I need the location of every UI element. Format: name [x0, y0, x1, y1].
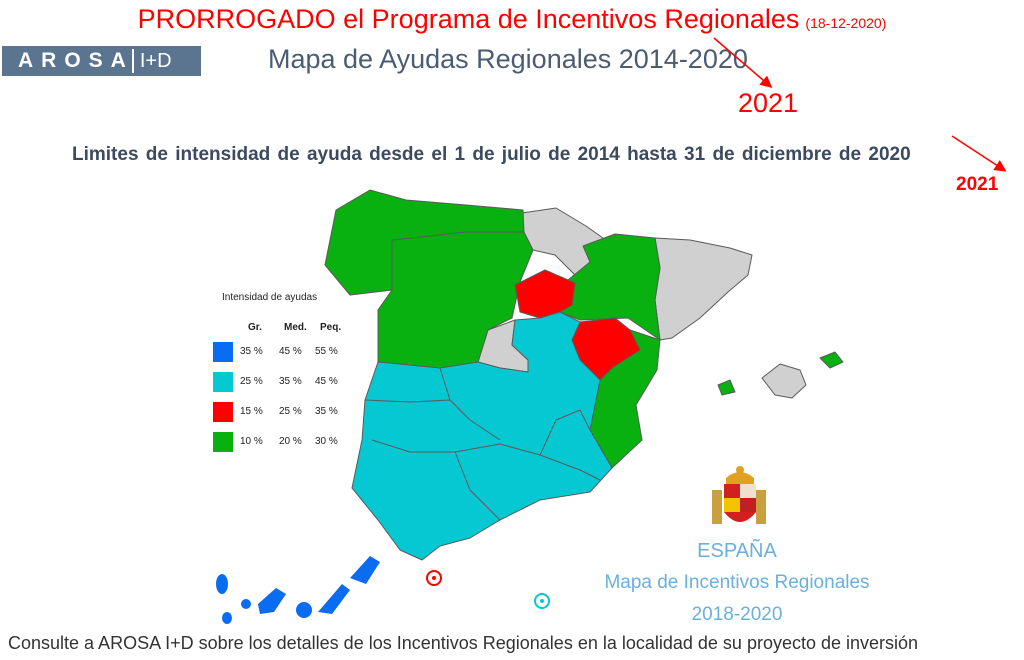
legend-swatch	[213, 342, 233, 362]
legend-peq-value: 55 %	[315, 346, 338, 357]
legend-header-peq: Peq.	[320, 322, 342, 333]
island-el-hierro[interactable]	[216, 574, 228, 594]
legend-row: 15 % 25 % 35 %	[213, 402, 363, 422]
legend-header-med: Med.	[284, 322, 307, 333]
map-subtitle: Limites de intensidad de ayuda desde el …	[72, 144, 911, 165]
subtitle-correction-arrow	[951, 135, 1007, 172]
island-gran-canaria[interactable]	[296, 602, 312, 618]
legend-gr-value: 10 %	[240, 436, 263, 447]
legend-header-gr: Gr.	[248, 322, 262, 333]
region-cataluna[interactable]	[654, 237, 753, 341]
region-la-rioja-soria[interactable]	[514, 269, 576, 319]
legend-peq-value: 30 %	[315, 436, 338, 447]
island-tenerife[interactable]	[258, 588, 286, 614]
canary-islands[interactable]	[216, 556, 380, 624]
banner-date: (18-12-2020)	[805, 15, 887, 31]
legend-med-value: 35 %	[279, 376, 302, 387]
legend-swatch	[213, 432, 233, 452]
spain-coat-of-arms-icon	[712, 466, 766, 524]
legend-swatch	[213, 372, 233, 392]
seal-country: ESPAÑA	[697, 540, 777, 562]
legend-swatch	[213, 402, 233, 422]
prorrogado-banner: PRORROGADO el Programa de Incentivos Reg…	[0, 4, 1024, 35]
legend-row: 35 % 45 % 55 %	[213, 342, 363, 362]
legend-row: 25 % 35 % 45 %	[213, 372, 363, 392]
seal-line1: Mapa de Incentivos Regionales	[604, 572, 870, 593]
legend-gr-value: 15 %	[240, 406, 263, 417]
legend-med-value: 20 %	[279, 436, 302, 447]
legend-gr-value: 35 %	[240, 346, 263, 357]
ceuta-marker[interactable]	[426, 570, 442, 586]
region-menorca[interactable]	[819, 351, 844, 369]
region-extremadura-andalucia-castilla[interactable]	[351, 311, 613, 561]
legend-peq-value: 45 %	[315, 376, 338, 387]
island-la-palma[interactable]	[222, 612, 232, 624]
logo-suffix: I+D	[139, 49, 172, 72]
arosa-logo[interactable]: AROSA I+D	[2, 46, 201, 76]
footer-note: Consulte a AROSA I+D sobre los detalles …	[8, 633, 919, 653]
legend-row: 10 % 20 % 30 %	[213, 432, 363, 452]
region-castilla-leon[interactable]	[377, 231, 534, 369]
legend-peq-value: 35 %	[315, 406, 338, 417]
legend-title: Intensidad de ayudas	[222, 292, 318, 303]
region-baleares-mallorca[interactable]	[761, 363, 807, 399]
island-lanzarote[interactable]	[350, 556, 380, 584]
logo-separator	[131, 49, 134, 73]
page-title: Mapa de Ayudas Regionales 2014-2020	[268, 44, 748, 74]
seal-line2: 2018-2020	[691, 604, 783, 625]
region-ibiza[interactable]	[717, 379, 736, 396]
island-la-gomera[interactable]	[241, 599, 251, 609]
legend-med-value: 25 %	[279, 406, 302, 417]
banner-text: PRORROGADO el Programa de Incentivos Reg…	[137, 4, 800, 34]
legend-med-value: 45 %	[279, 346, 302, 357]
melilla-marker[interactable]	[534, 593, 550, 609]
legend-gr-value: 25 %	[240, 376, 263, 387]
subtitle-year-correction: 2021	[956, 174, 999, 195]
region-aragon[interactable]	[559, 233, 661, 341]
island-fuerteventura[interactable]	[318, 584, 350, 614]
title-correction-arrow	[713, 37, 773, 88]
logo-name: AROSA	[18, 49, 134, 72]
title-year-correction: 2021	[738, 88, 799, 118]
